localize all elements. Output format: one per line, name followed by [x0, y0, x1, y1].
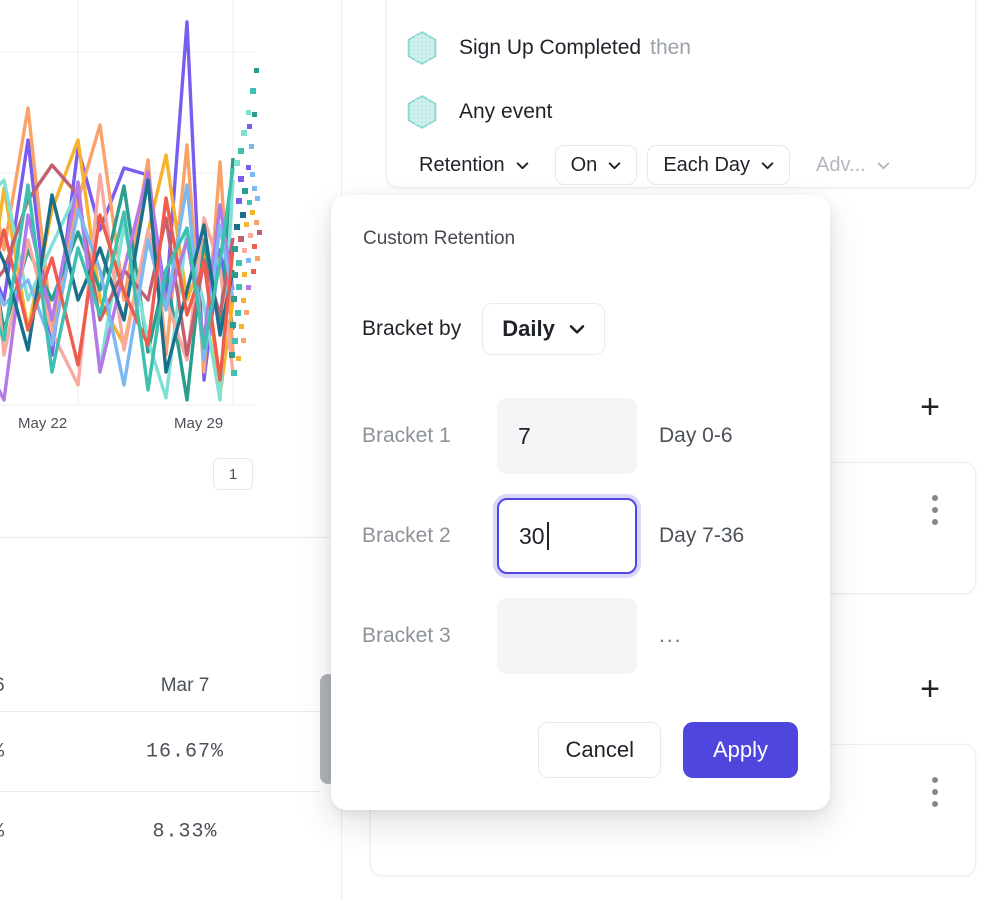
bracket-by-value: Daily: [502, 316, 555, 341]
table-row[interactable]: % 16.67%: [0, 712, 342, 792]
bracket-row-2: Bracket 2 30 Day 7-36: [362, 498, 744, 574]
chevron-down-icon: [569, 321, 585, 337]
bracket-1-label: Bracket 1: [362, 424, 451, 447]
chart-scatter-points: [229, 68, 262, 376]
bracket-2-value: 30: [519, 522, 545, 549]
on-select-label: On: [570, 153, 598, 176]
chart-x-axis-labels: May 22 May 29: [0, 415, 300, 445]
event-row-any-event[interactable]: Any event: [407, 95, 552, 129]
apply-button[interactable]: Apply: [682, 722, 798, 778]
chart-canvas: [0, 0, 262, 406]
event-row-sign-up-completed[interactable]: Sign Up Completed then: [407, 31, 691, 65]
bracket-row-1: Bracket 1 7 Day 0-6: [362, 398, 733, 474]
interval-select-label: Each Day: [663, 153, 751, 176]
add-block-button[interactable]: +: [920, 388, 940, 426]
retention-table-fragment: 6 Mar 7 % 16.67% % 8.33%: [0, 660, 342, 872]
table-header-left-partial: 6: [0, 675, 5, 697]
measure-control-row: Retention On Each Day: [403, 145, 906, 185]
hexagon-event-icon: [407, 95, 437, 129]
table-cell-value: 8.33%: [152, 820, 218, 844]
bracket-1-input[interactable]: 7: [497, 398, 637, 474]
interval-select-each-day[interactable]: Each Day: [647, 145, 791, 185]
bracket-by-row: Bracket by Daily: [362, 303, 605, 355]
bracket-by-select[interactable]: Daily: [482, 303, 605, 355]
query-builder-card: Sign Up Completed then Any event: [386, 0, 976, 188]
advanced-select[interactable]: Adv...: [800, 145, 906, 185]
table-header-row: 6 Mar 7: [0, 660, 342, 712]
table-row[interactable]: % 8.33%: [0, 792, 342, 872]
chevron-down-icon: [761, 159, 774, 172]
table-cell-left-partial: %: [0, 741, 4, 764]
bracket-by-label: Bracket by: [362, 317, 462, 340]
event-label: Sign Up Completed: [459, 36, 642, 59]
left-pane-divider: [0, 537, 330, 538]
bracket-3-label: Bracket 3: [362, 624, 451, 647]
chevron-down-icon: [608, 159, 621, 172]
table-cell-value: 16.67%: [145, 740, 224, 764]
chevron-down-icon: [516, 159, 529, 172]
modal-title: Custom Retention: [363, 228, 516, 249]
bracket-row-3: Bracket 3 ...: [362, 598, 683, 674]
chart-pagination-page-1[interactable]: 1: [213, 458, 253, 490]
custom-retention-modal: Custom Retention Bracket by Daily Bracke…: [331, 195, 830, 810]
measure-select-label: Retention: [419, 153, 505, 176]
x-tick-label-2: May 29: [174, 415, 224, 432]
chart-series-lines: [0, 20, 235, 402]
bracket-2-input[interactable]: 30: [497, 498, 637, 574]
on-select[interactable]: On: [554, 145, 638, 185]
advanced-select-label: Adv...: [816, 153, 866, 176]
kebab-menu-icon[interactable]: [932, 777, 938, 813]
left-analysis-pane: May 22 May 29 1 6 Mar 7 % 16.67% % 8.33%: [0, 0, 342, 900]
add-block-button[interactable]: +: [920, 670, 940, 708]
bracket-2-range-hint: Day 7-36: [659, 524, 745, 547]
bracket-1-value: 7: [518, 422, 531, 449]
kebab-menu-icon[interactable]: [932, 495, 938, 531]
table-cell-left-partial: %: [0, 821, 4, 844]
x-tick-label-1: May 22: [18, 415, 68, 432]
event-label: Any event: [459, 100, 553, 123]
bracket-3-input[interactable]: [497, 598, 637, 674]
hexagon-event-icon: [407, 31, 437, 65]
measure-select-retention[interactable]: Retention: [403, 145, 545, 185]
cancel-button[interactable]: Cancel: [538, 722, 661, 778]
text-caret: [546, 522, 549, 550]
bracket-1-range-hint: Day 0-6: [659, 424, 733, 447]
bracket-2-label: Bracket 2: [362, 524, 451, 547]
modal-actions: Cancel Apply: [538, 722, 798, 778]
retention-line-chart[interactable]: May 22 May 29: [0, 0, 342, 460]
table-header-mar-7: Mar 7: [160, 675, 210, 696]
chevron-down-icon: [877, 159, 890, 172]
bracket-3-range-hint: ...: [659, 624, 683, 647]
event-connector-then: then: [650, 36, 691, 59]
